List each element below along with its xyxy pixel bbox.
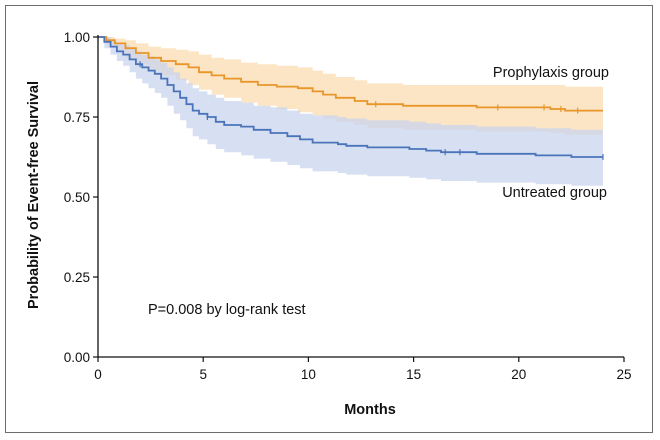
survival-line-prophylaxis — [98, 36, 603, 112]
series-label-prophylaxis: Prophylaxis group — [493, 65, 609, 81]
ci-band-prophylaxis — [98, 37, 603, 135]
y-tick-label: 0.00 — [64, 350, 90, 365]
censor-marks — [139, 61, 604, 160]
series-label-untreated: Untreated group — [502, 185, 607, 201]
axes — [97, 35, 624, 358]
y-tick-label: 0.25 — [64, 270, 90, 285]
x-tick-label: 20 — [511, 367, 526, 382]
axis-ticks: 0 5 10 15 20 25 0.00 0.25 0.50 0.75 1.00 — [64, 30, 632, 382]
y-tick-label: 1.00 — [64, 30, 90, 45]
x-tick-label: 25 — [616, 367, 631, 382]
x-tick-label: 15 — [406, 367, 421, 382]
y-tick-label: 0.50 — [64, 190, 90, 205]
x-tick-label: 5 — [199, 367, 207, 382]
confidence-bands — [98, 37, 603, 186]
ci-band-untreated — [98, 37, 603, 186]
survival-curves — [98, 36, 603, 158]
x-tick-label: 0 — [94, 367, 102, 382]
p-value-annotation: P=0.008 by log-rank test — [148, 302, 306, 318]
x-tick-label: 10 — [301, 367, 316, 382]
survival-line-untreated — [98, 36, 603, 158]
y-tick-label: 0.75 — [64, 110, 90, 125]
x-axis-title: Months — [344, 402, 396, 418]
y-axis-title: Probability of Event-free Survival — [26, 81, 42, 309]
